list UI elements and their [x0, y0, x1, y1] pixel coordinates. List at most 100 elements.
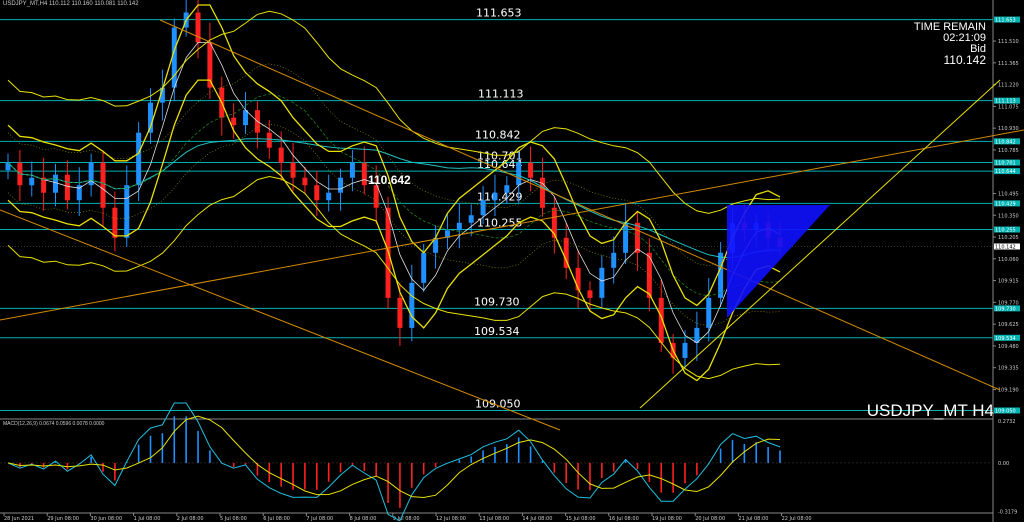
current-price-tag [994, 243, 1020, 250]
level-price-tag-text: 110.701 [995, 161, 1016, 167]
candle-body [587, 290, 593, 298]
candle-body [646, 252, 652, 298]
bollinger-lower-inner [7, 79, 781, 382]
candle-body [634, 222, 640, 253]
x-tick-label: 20 Jul 08:00 [695, 516, 725, 522]
x-tick-label: 15 Jul 08:00 [566, 516, 596, 522]
y-tick-label: 110.350 [998, 213, 1019, 219]
candle-body [682, 342, 688, 358]
x-tick-label: 28 Jun 2021 [4, 516, 34, 522]
level-price-tag [994, 407, 1020, 414]
candle-body [88, 162, 94, 186]
time-remain-title: TIME REMAIN [913, 21, 986, 33]
candle-body [539, 177, 545, 208]
level-label: 110.644 [477, 158, 523, 171]
candle-body [314, 185, 320, 201]
candle-body [599, 267, 605, 298]
candle-body [64, 174, 70, 201]
candle-body [444, 230, 450, 238]
y-tick-label: 110.785 [998, 148, 1019, 154]
candle-body [338, 177, 344, 193]
candle-body [243, 110, 249, 126]
level-price-tag [994, 168, 1020, 175]
candle-body [326, 192, 332, 201]
level-price-tag-text: 110.255 [995, 228, 1016, 234]
candle-body [100, 162, 106, 208]
y-tick-label: 109.480 [998, 344, 1019, 350]
level-price-tag-text: 110.644 [995, 169, 1016, 175]
candle-body [551, 207, 557, 238]
level-price-tag [994, 334, 1020, 341]
trendline-support [639, 79, 1001, 409]
bid-label: Bid [970, 43, 986, 55]
candle-body [41, 177, 47, 193]
candle-body [278, 147, 284, 163]
x-tick-label: 13 Jul 08:00 [479, 516, 509, 522]
candle-body [349, 162, 355, 178]
macd-signal-line [7, 415, 781, 499]
candle-body [159, 87, 165, 103]
x-tick-label: 29 Jun 08:00 [47, 516, 79, 522]
candle-body [231, 117, 237, 126]
candle-body [29, 177, 35, 186]
trendline-rising [0, 129, 1024, 321]
candle-body [563, 237, 569, 268]
candle-body [433, 237, 439, 253]
candle-body [124, 185, 130, 238]
x-tick-label: 2 Jul 08:00 [177, 516, 204, 522]
y-tick-label: 111.220 [998, 83, 1019, 89]
time-remain-value: 02:21:09 [943, 32, 986, 44]
candle-body [290, 162, 296, 178]
level-label: 110.255 [477, 217, 523, 230]
y-tick-label: 110.495 [998, 191, 1019, 197]
macd-y-tick-label: 0.00 [998, 461, 1009, 467]
candle-body [706, 297, 712, 328]
x-tick-label: 12 Jul 08:00 [436, 516, 466, 522]
x-tick-label: 1 Jul 08:00 [134, 516, 161, 522]
candle-body [516, 162, 522, 186]
level-price-tag [994, 16, 1020, 23]
price-annotation: 110.642 [368, 173, 411, 187]
level-price-tag [994, 159, 1020, 166]
level-price-tag-text: 109.050 [995, 408, 1016, 414]
candle-body [373, 185, 379, 208]
bollinger-upper-inner [7, 4, 781, 307]
x-tick-label: 14 Jul 08:00 [522, 516, 552, 522]
trendline-falling [159, 19, 1001, 391]
current-price-tag-text: 110.142 [995, 244, 1016, 250]
level-label: 111.113 [478, 88, 524, 101]
x-tick-label: 6 Jul 08:00 [263, 516, 290, 522]
candle-body [361, 162, 367, 186]
candle-body [694, 327, 700, 343]
symbol-header: USDJPY_MT,H4 110.112 110.160 110.081 110… [3, 1, 139, 7]
triangle-pattern [727, 205, 830, 318]
level-price-tag [994, 138, 1020, 145]
y-tick-label: 111.365 [998, 61, 1019, 67]
x-tick-label: 21 Jul 08:00 [738, 516, 768, 522]
level-price-tag-text: 110.842 [995, 139, 1016, 145]
x-tick-label: 8 Jul 08:00 [350, 516, 377, 522]
candle-body [195, 12, 201, 43]
y-tick-label: 110.060 [998, 257, 1019, 263]
candle-body [468, 215, 474, 223]
level-price-tag-text: 109.534 [995, 336, 1016, 342]
candle-body [53, 174, 59, 193]
x-tick-label: 5 Jul 08:00 [220, 516, 247, 522]
level-price-tag-text: 110.429 [995, 201, 1016, 207]
candle-body [504, 185, 510, 193]
dotted-band-upper [7, 63, 781, 267]
level-label: 109.534 [474, 325, 520, 338]
level-price-tag [994, 97, 1020, 104]
candle-body [148, 102, 154, 133]
macd-line [7, 402, 781, 522]
y-tick-label: 110.930 [998, 126, 1019, 132]
candle-body [302, 177, 308, 186]
ma-fast-line [7, 42, 781, 344]
x-tick-label: 19 Jul 08:00 [652, 516, 682, 522]
candle-body [397, 297, 403, 328]
candle-body [171, 27, 177, 88]
level-price-tag [994, 226, 1020, 233]
level-label: 109.730 [474, 295, 520, 308]
y-tick-label: 111.510 [998, 39, 1019, 45]
